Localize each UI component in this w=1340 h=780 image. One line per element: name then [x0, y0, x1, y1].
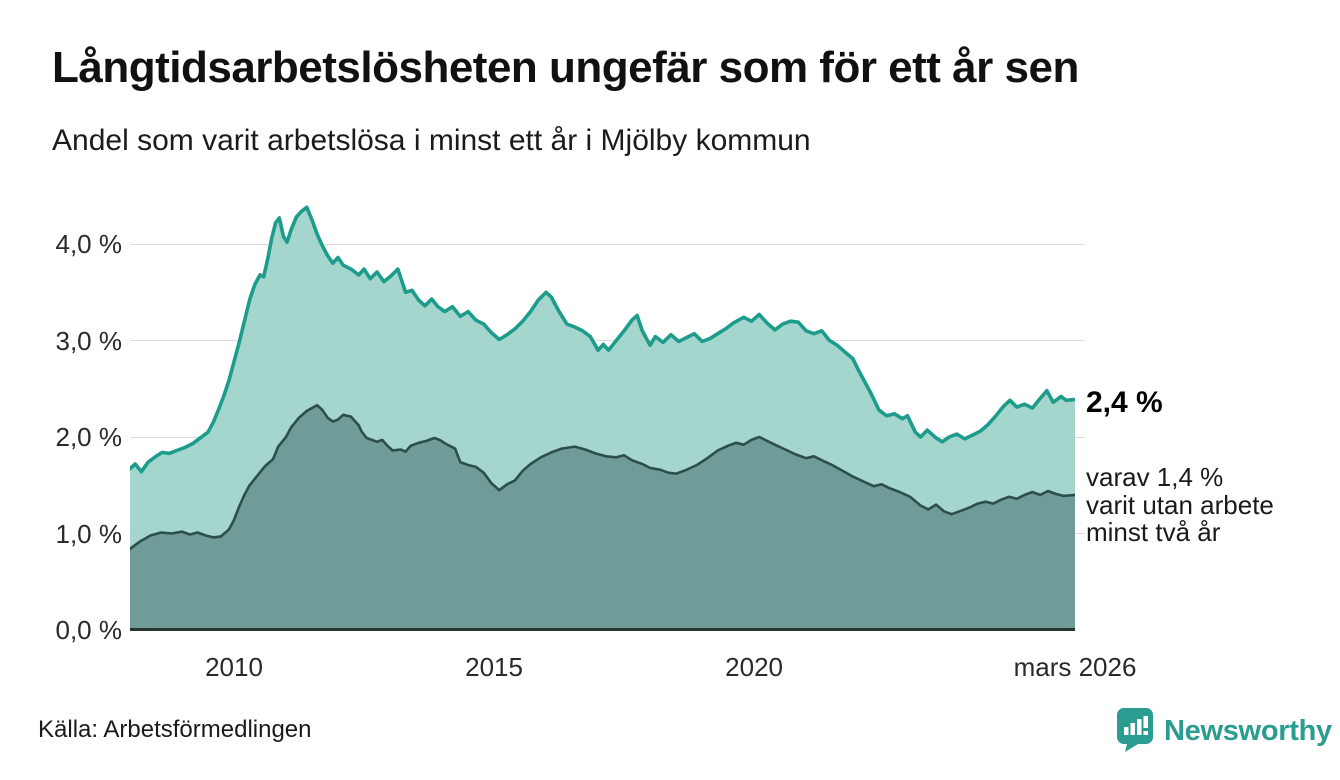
series-area	[130, 405, 1075, 630]
x-axis-line	[130, 628, 1075, 631]
secondary-line-3: minst två år	[1086, 517, 1221, 547]
secondary-line-1: varav 1,4 %	[1086, 462, 1224, 492]
x-tick-label: mars 2026	[1013, 652, 1137, 682]
brand-logo[interactable]: Newsworthy	[1115, 706, 1332, 757]
y-tick-label: 2,0 %	[55, 422, 123, 452]
area-chart	[130, 205, 1075, 630]
x-tick-label: 2020	[725, 652, 784, 682]
y-tick-label: 3,0 %	[55, 325, 123, 356]
gridline	[130, 340, 1085, 341]
x-tick-label: 2015	[465, 652, 523, 682]
gridline	[130, 243, 1085, 245]
chart-subtitle: Andel som varit arbetslösa i minst ett å…	[52, 124, 811, 157]
brand-name: Newsworthy	[1164, 715, 1332, 747]
series-line	[130, 403, 1075, 551]
y-tick-label: 1,0 %	[55, 518, 123, 549]
latest-value-label: 2,4 %	[1086, 386, 1163, 419]
series-line	[130, 205, 1075, 474]
x-tick-label: 2010	[205, 652, 263, 682]
y-tick-label: 4,0 %	[55, 229, 123, 259]
secondary-value-label: varav 1,4 % varit utan arbete minst två …	[1086, 462, 1274, 547]
source-note: Källa: Arbetsförmedlingen	[38, 716, 312, 743]
newsworthy-bubble-chart-icon	[1115, 706, 1155, 757]
secondary-line-2: varit utan arbete	[1086, 489, 1274, 520]
page-title: Långtidsarbetslösheten ungefär som för e…	[52, 43, 1079, 92]
y-tick-label: 0,0 %	[55, 615, 123, 645]
